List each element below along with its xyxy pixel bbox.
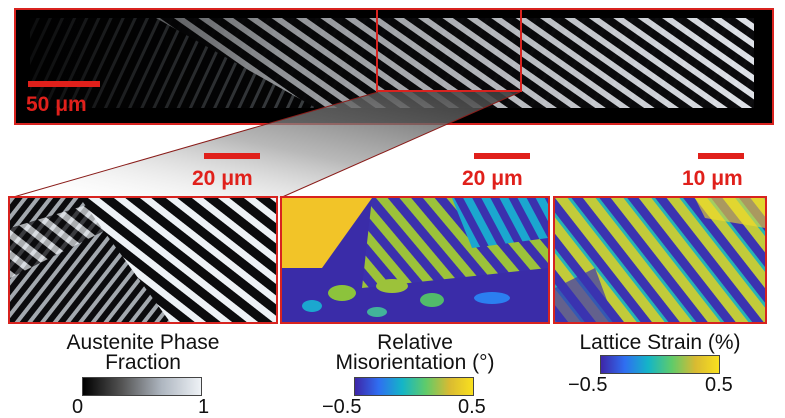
panel1-colorbar-min: 0: [72, 396, 84, 418]
panel1-colorbar: [82, 377, 202, 396]
panel3-colorbar: [600, 355, 720, 374]
panel1-title-line2: Fraction: [105, 351, 181, 374]
panel2-scalebar-label: 20 μm: [462, 167, 523, 190]
panel2-colorbar-min: −0.5: [322, 396, 362, 418]
overview-scalebar-label: 50 μm: [26, 93, 87, 116]
panel2-scalebar: [474, 153, 530, 159]
panel2-colorbar-max: 0.5: [458, 396, 486, 418]
overview-image: 50 μm: [14, 8, 774, 125]
panel2-title-line2: Misorientation (°): [335, 351, 495, 374]
panel3-image: [553, 196, 767, 324]
zoom-region-box: [376, 10, 522, 92]
panel3-colorbar-max: 0.5: [705, 374, 733, 396]
panel2-colorbar: [354, 377, 474, 396]
panel3-title: Lattice Strain (%): [579, 331, 741, 354]
panel1-scalebar: [204, 153, 260, 159]
panel1-title-line1: Austenite Phase: [66, 331, 220, 354]
panel1-scalebar-label: 20 μm: [192, 167, 253, 190]
panel3-scalebar: [698, 153, 744, 159]
panel1-colorbar-max: 1: [198, 396, 210, 418]
panel3-scalebar-label: 10 μm: [682, 167, 743, 190]
overview-scalebar: [28, 81, 100, 87]
panel3-colorbar-min: −0.5: [568, 374, 608, 396]
panel2-title-line1: Relative: [377, 331, 453, 354]
panel2-image: [280, 196, 550, 324]
panel1-image: [8, 196, 278, 324]
